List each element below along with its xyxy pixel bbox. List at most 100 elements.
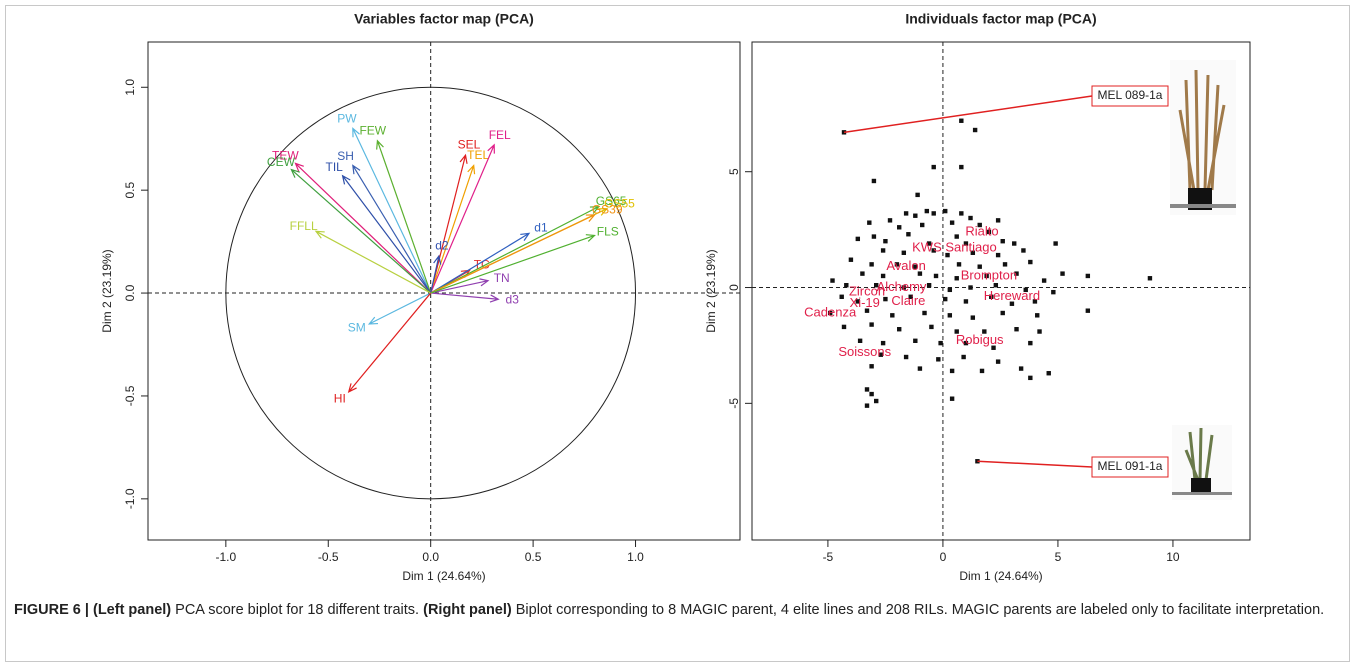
point xyxy=(908,294,913,299)
callout-label: MEL 089-1a xyxy=(1098,88,1163,102)
point xyxy=(986,229,992,235)
point xyxy=(979,368,985,374)
point xyxy=(931,164,936,170)
parent-label: Zircon xyxy=(849,284,885,299)
arrow xyxy=(290,168,432,294)
point xyxy=(874,398,879,404)
y-tick-label: -5 xyxy=(727,398,741,409)
point xyxy=(878,352,884,357)
point xyxy=(917,271,923,276)
callout-label: MEL 091-1a xyxy=(1098,459,1163,473)
y-tick-label: 1.0 xyxy=(123,79,137,96)
point xyxy=(1051,289,1056,295)
arrow xyxy=(430,234,596,294)
point xyxy=(828,310,833,316)
point xyxy=(864,308,870,313)
figure: Variables factor map (PCA) Dim 1 (24.64%)… xyxy=(100,11,1251,583)
arrow xyxy=(430,143,495,294)
point xyxy=(1028,259,1033,265)
arrow xyxy=(352,164,432,294)
point xyxy=(844,283,849,288)
point xyxy=(1012,241,1017,246)
y-axis-label: Dim 2 (23.19%) xyxy=(704,249,718,332)
parent-label: Soissons xyxy=(838,344,891,359)
callout-box xyxy=(1091,85,1169,107)
arrow xyxy=(376,139,432,294)
point xyxy=(949,396,955,401)
arrow-label: FEL xyxy=(489,128,511,142)
y-tick-label: 0.0 xyxy=(123,284,137,301)
point xyxy=(864,387,870,392)
point xyxy=(949,220,955,225)
arrow-label: SM xyxy=(348,321,366,335)
point xyxy=(903,211,909,216)
point xyxy=(901,285,907,290)
arrow-label: TEW xyxy=(272,149,299,163)
point xyxy=(915,192,920,198)
figure-frame xyxy=(5,5,1350,662)
arrow xyxy=(367,292,431,325)
arrow-label: SH xyxy=(337,149,354,163)
point xyxy=(931,211,936,216)
arrow xyxy=(341,174,432,294)
x-tick-label: -0.5 xyxy=(318,550,339,564)
point xyxy=(954,276,959,281)
callout-line xyxy=(843,95,1093,134)
point xyxy=(890,313,895,318)
x-tick-label: 1.0 xyxy=(627,550,644,564)
arrow xyxy=(430,254,442,294)
point xyxy=(933,273,939,279)
parent-label: Rialto xyxy=(965,223,998,238)
arrow xyxy=(430,278,490,294)
plot-box xyxy=(147,41,741,541)
point xyxy=(977,222,982,228)
arrow-label: GS65 xyxy=(596,194,627,208)
point xyxy=(954,234,959,239)
point xyxy=(1037,329,1042,334)
arrow xyxy=(430,292,500,303)
arrow xyxy=(430,214,596,294)
point xyxy=(943,208,948,214)
point xyxy=(894,262,900,267)
point xyxy=(864,403,870,408)
point xyxy=(1046,371,1051,376)
point xyxy=(871,234,877,239)
point xyxy=(841,324,847,330)
caption-text: FIGURE 6 | (Left panel) xyxy=(14,602,172,618)
point xyxy=(830,278,835,283)
point xyxy=(1023,287,1028,293)
arrow-label: FLS xyxy=(597,224,619,238)
arrow xyxy=(430,205,600,294)
point xyxy=(874,283,879,288)
point xyxy=(1000,239,1005,244)
y-tick-label: 0.5 xyxy=(123,182,137,199)
point xyxy=(995,218,1001,223)
y-tick-label: 0 xyxy=(727,284,741,291)
point xyxy=(956,262,962,267)
callout-box xyxy=(1091,456,1169,478)
callout-line xyxy=(977,460,1093,468)
point xyxy=(880,273,886,279)
arrow-label: TIL xyxy=(326,160,344,174)
x-tick-label: -1.0 xyxy=(215,550,236,564)
point xyxy=(1021,248,1026,253)
parent-label: Xi-19 xyxy=(850,295,880,310)
arrow-label: TEL xyxy=(467,148,489,162)
point xyxy=(961,354,966,360)
x-axis-label: Dim 1 (24.64%) xyxy=(402,569,485,583)
y-tick-label: -0.5 xyxy=(123,385,137,406)
arrow-label: d2 xyxy=(435,238,449,252)
point xyxy=(926,283,932,288)
point xyxy=(972,127,978,133)
point xyxy=(995,252,1001,258)
point xyxy=(880,248,886,253)
point xyxy=(963,299,969,304)
parent-label: Claire xyxy=(891,293,925,308)
x-tick-label: 0 xyxy=(940,550,947,564)
point xyxy=(917,366,923,371)
point xyxy=(991,345,996,350)
point xyxy=(947,313,953,318)
point xyxy=(848,257,854,262)
point xyxy=(938,340,943,346)
chart-title: Individuals factor map (PCA) xyxy=(905,11,1096,27)
